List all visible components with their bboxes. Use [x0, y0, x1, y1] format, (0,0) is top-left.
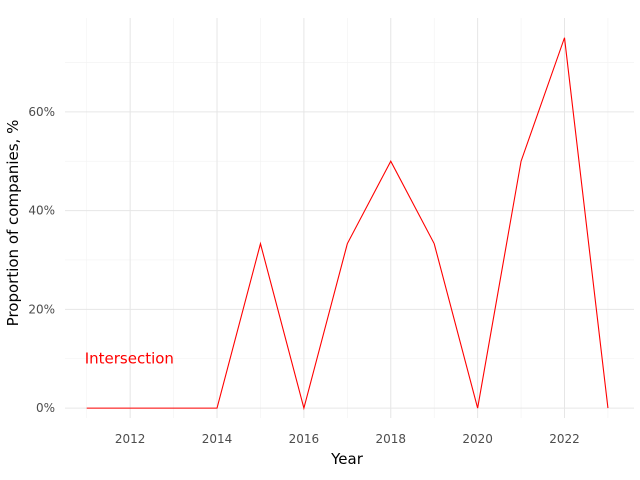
series-layer [86, 37, 609, 411]
series-line [86, 37, 609, 411]
x-axis-title: Year [330, 450, 364, 468]
y-tick-label: 0% [36, 401, 55, 415]
x-tick-label: 2014 [202, 432, 233, 446]
y-tick-label: 20% [28, 302, 55, 316]
y-tick-label: 60% [28, 105, 55, 119]
x-tick-label: 2012 [115, 432, 146, 446]
x-tick-label: 2018 [375, 432, 406, 446]
y-axis-title: Proportion of companies, % [4, 120, 22, 327]
annotation-layer: Intersection [85, 350, 174, 368]
x-tick-label: 2016 [289, 432, 320, 446]
y-tick-label: 40% [28, 204, 55, 218]
x-tick-label: 2020 [462, 432, 493, 446]
annotation-label: Intersection [85, 350, 174, 368]
minor-grid [65, 18, 634, 418]
tick-labels: 2012 2014 2016 2018 2020 2022 0% 20% 40% 60% [28, 105, 579, 446]
x-tick-label: 2022 [549, 432, 580, 446]
